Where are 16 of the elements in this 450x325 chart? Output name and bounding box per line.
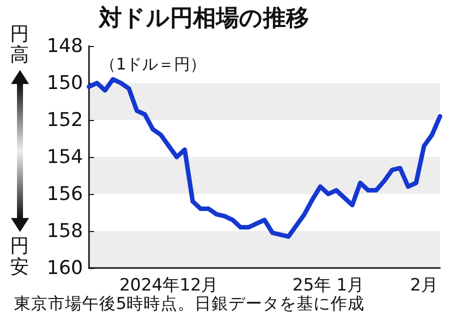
x-tick-label: 25年 1月	[292, 276, 364, 296]
y-tick-label: 148	[46, 35, 83, 57]
y-tick-label: 154	[46, 146, 83, 168]
line-series	[86, 77, 442, 239]
y-tick-label: 160	[46, 257, 83, 279]
text: 円高	[10, 23, 30, 66]
y-tick-label: 150	[46, 72, 83, 94]
x-tick-label: 2月	[410, 276, 438, 296]
text: 円安	[10, 235, 30, 278]
x-tick-label: 2024年12月	[119, 276, 218, 296]
chart-title: 対ドル円相場の推移	[98, 4, 309, 32]
text: （1ドル＝円）	[100, 54, 206, 74]
y-tick-label: 152	[46, 109, 83, 131]
y-tick-label: 156	[46, 183, 83, 205]
y-tick-label: 158	[46, 220, 83, 242]
text: 東京市場午後5時時点。日銀データを基に作成	[14, 293, 364, 315]
